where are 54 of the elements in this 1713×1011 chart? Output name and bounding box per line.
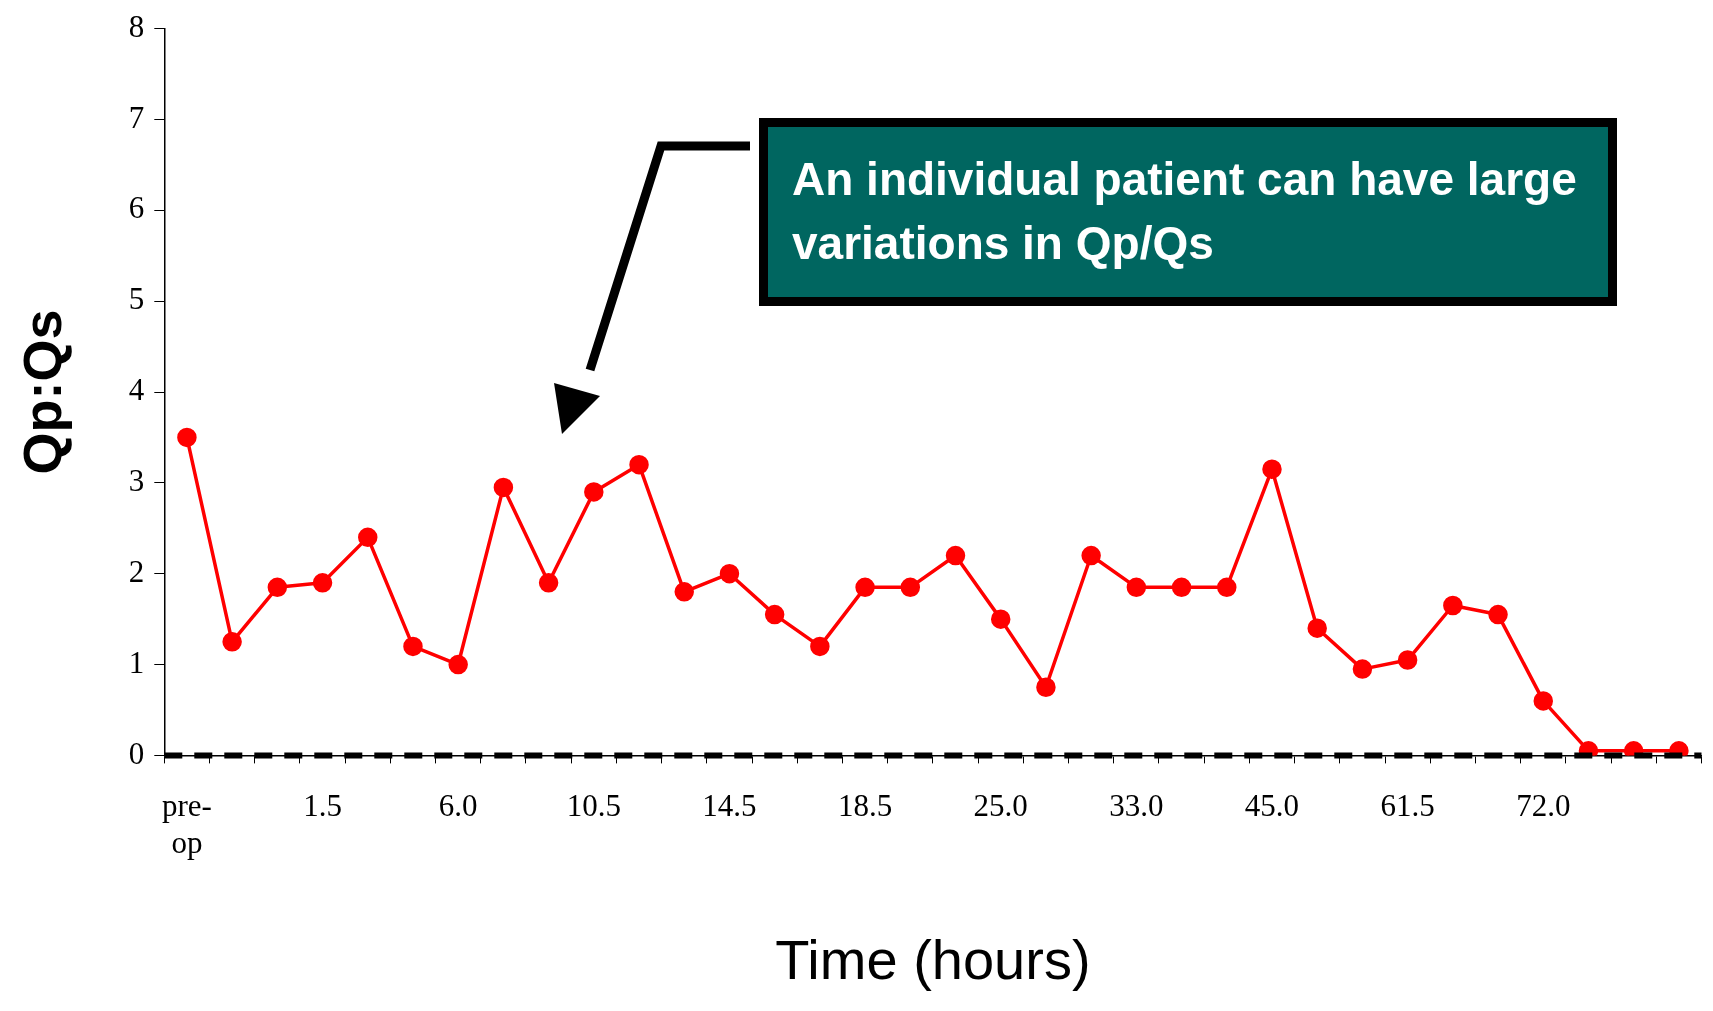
point [900, 577, 921, 598]
x-tick-label: 14.5 [702, 788, 757, 824]
point [1126, 577, 1147, 598]
x-tick-label: 18.5 [837, 788, 893, 824]
point [358, 527, 378, 548]
x-tick-label: pre-op [161, 788, 212, 861]
x-tick-label: 33.0 [1109, 788, 1164, 824]
x-axis-title: Time (hours) [775, 927, 1091, 991]
annotation: An individual patient can have large variations in Qp/Qs [759, 118, 1617, 306]
y-tick-label: 4 [128, 372, 145, 408]
point [810, 636, 830, 657]
y-tick-label: 1 [128, 644, 145, 680]
x-tick-label: 1.5 [303, 788, 342, 824]
point [403, 636, 423, 657]
point [629, 454, 649, 475]
x-tick-label: 6.0 [438, 788, 478, 824]
point [1036, 677, 1056, 698]
y-tick-label: 3 [128, 462, 145, 498]
x-tick-label: 25.0 [973, 788, 1028, 824]
point [177, 427, 197, 448]
y-axis-title: Qp:Qs [12, 309, 73, 475]
point [764, 604, 785, 625]
point [1081, 545, 1101, 566]
point [1217, 577, 1237, 598]
y-tick-label: 5 [128, 281, 145, 317]
point [1488, 604, 1508, 625]
point [674, 582, 694, 602]
point [855, 577, 875, 598]
point [584, 482, 604, 502]
y-tick-label: 8 [128, 8, 145, 44]
x-tick-label: 72.0 [1516, 788, 1571, 824]
y-tick-label: 0 [128, 735, 145, 771]
point [1352, 659, 1373, 679]
point [945, 545, 966, 566]
point [1397, 650, 1418, 670]
point [448, 654, 468, 675]
x-tick-label: 45.0 [1244, 788, 1300, 824]
point [493, 477, 514, 498]
point [538, 573, 559, 593]
point [1307, 618, 1327, 638]
y-tick-label: 6 [128, 190, 145, 226]
point [1262, 459, 1282, 479]
y-tick-label: 7 [128, 99, 145, 135]
x-tick-label: 61.5 [1380, 788, 1435, 824]
point [222, 632, 242, 652]
point [1443, 595, 1463, 616]
point [719, 563, 740, 584]
point [267, 577, 288, 598]
x-tick-label: 10.5 [566, 788, 621, 824]
point [312, 573, 333, 593]
point [990, 609, 1011, 629]
y-tick-label: 2 [128, 553, 145, 589]
point [1533, 691, 1554, 711]
point [1171, 577, 1192, 598]
